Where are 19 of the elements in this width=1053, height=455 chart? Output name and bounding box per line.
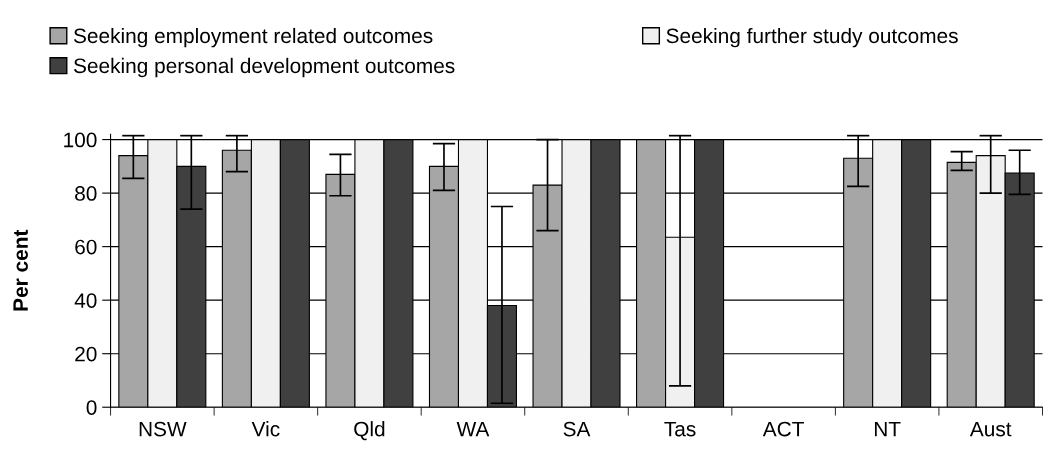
y-tick-label: 80 xyxy=(75,186,97,201)
y-axis-title: Per cent xyxy=(13,229,28,311)
x-tick-label: Aust xyxy=(969,421,1012,437)
y-tick-label: 0 xyxy=(86,400,97,415)
legend-label: Seeking employment related outcomes xyxy=(73,27,433,48)
x-tick-label: Vic xyxy=(251,421,280,437)
x-tick-label: Qld xyxy=(354,421,385,441)
y-tick-label: 60 xyxy=(75,239,97,255)
y-tick-label: 20 xyxy=(75,346,97,362)
legend-label: Seeking personal development outcomes xyxy=(73,57,455,78)
x-tick-label: Tas xyxy=(664,421,696,437)
x-tick-label: NT xyxy=(874,421,901,437)
x-tick-label: WA xyxy=(456,421,490,437)
x-tick-label: NSW xyxy=(139,421,187,437)
legend-label: Seeking further study outcomes xyxy=(666,27,958,48)
x-tick-label: ACT xyxy=(762,421,804,437)
y-tick-label: 100 xyxy=(64,132,97,148)
y-tick-label: 40 xyxy=(74,293,97,308)
x-tick-label: SA xyxy=(563,421,591,437)
